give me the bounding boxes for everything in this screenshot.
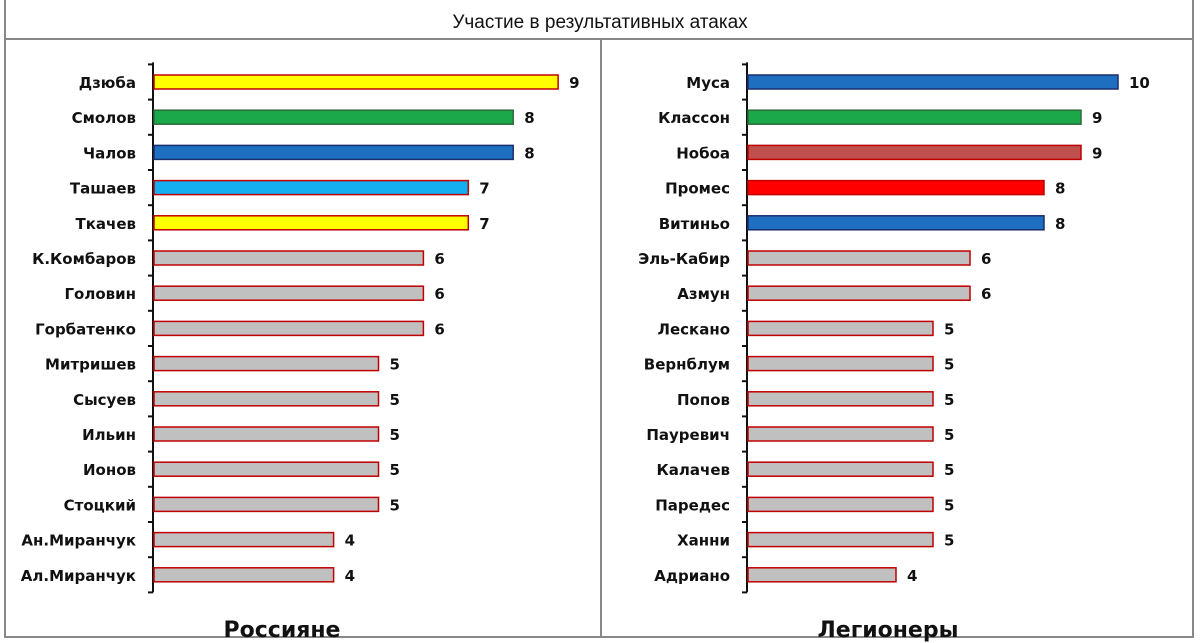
- category-label: Ан.Миранчук: [21, 532, 136, 550]
- bar: [747, 215, 1045, 231]
- bar: [153, 391, 380, 407]
- category-label: Адриано: [654, 567, 730, 585]
- bar: [747, 531, 934, 548]
- data-label: 10: [1129, 74, 1150, 92]
- data-label: 5: [390, 426, 400, 444]
- bar: [153, 144, 514, 161]
- bar: [747, 426, 934, 442]
- category-label: Муса: [686, 74, 730, 92]
- category-label: К.Комбаров: [32, 250, 136, 268]
- category-label: Калачев: [657, 461, 730, 479]
- category-label: Азмун: [677, 285, 730, 303]
- category-label: Ханни: [677, 532, 730, 550]
- bar-charts: Дзюба 9 Смолов 8 Чалов 8 Ташаев 7 Ткачев 7 К.Комба…: [21, 62, 1150, 594]
- bar: [153, 531, 335, 548]
- data-label: 5: [944, 461, 954, 479]
- data-label: 8: [1055, 215, 1065, 233]
- data-label: 5: [944, 391, 954, 409]
- bar: [747, 496, 934, 513]
- category-label: Ал.Миранчук: [21, 567, 136, 585]
- data-label: 9: [1092, 109, 1102, 127]
- data-label: 7: [479, 215, 489, 233]
- bar: [747, 320, 934, 337]
- data-label: 4: [907, 567, 917, 585]
- data-label: 6: [434, 250, 444, 268]
- bar: [747, 179, 1045, 196]
- data-label: 5: [944, 496, 954, 514]
- data-label: 8: [524, 144, 534, 162]
- panel-title-left: Россияне: [223, 618, 341, 643]
- bar: [747, 355, 934, 372]
- category-label: Ионов: [83, 461, 136, 479]
- data-label: 6: [434, 320, 444, 338]
- bar: [747, 285, 971, 301]
- data-label: 8: [1055, 180, 1065, 198]
- bar: [747, 144, 1082, 161]
- category-label: Дзюба: [79, 74, 136, 92]
- bar: [153, 285, 425, 301]
- bar: [153, 426, 380, 442]
- category-label: Стоцкий: [64, 496, 136, 514]
- bar: [747, 567, 897, 583]
- category-label: Попов: [677, 391, 730, 409]
- category-label: Классон: [658, 109, 730, 127]
- data-label: 5: [944, 320, 954, 338]
- bar: [153, 109, 514, 125]
- bar: [153, 215, 470, 231]
- data-label: 5: [390, 496, 400, 514]
- bar: [153, 355, 380, 372]
- bar: [153, 461, 380, 477]
- data-label: 4: [345, 567, 355, 585]
- bar: [747, 109, 1082, 125]
- category-label: Сысуев: [73, 391, 136, 409]
- data-label: 6: [434, 285, 444, 303]
- bar: [153, 320, 425, 337]
- category-label: Ильин: [82, 426, 136, 444]
- bar: [747, 461, 934, 477]
- category-label: Чалов: [83, 144, 136, 162]
- divider-vertical: [600, 38, 602, 638]
- bar: [153, 250, 425, 266]
- category-label: Лескано: [658, 320, 731, 338]
- bar: [747, 250, 971, 266]
- bar: [153, 74, 559, 90]
- data-label: 8: [524, 109, 534, 127]
- data-label: 9: [1092, 144, 1102, 162]
- data-label: 7: [479, 180, 489, 198]
- data-label: 6: [981, 250, 991, 268]
- category-label: Эль-Кабир: [638, 250, 730, 268]
- bar: [153, 179, 470, 196]
- category-label: Ткачев: [76, 215, 137, 233]
- category-label: Горбатенко: [35, 320, 136, 338]
- data-label: 5: [390, 461, 400, 479]
- category-label: Пауревич: [646, 426, 730, 444]
- bar: [747, 391, 934, 407]
- category-label: Вернблум: [644, 356, 730, 374]
- data-label: 5: [944, 426, 954, 444]
- divider-horizontal: [4, 38, 1194, 40]
- category-label: Смолов: [72, 109, 136, 127]
- data-label: 4: [345, 532, 355, 550]
- data-label: 9: [569, 74, 579, 92]
- data-label: 5: [944, 532, 954, 550]
- bar: [747, 74, 1119, 90]
- data-label: 5: [944, 356, 954, 374]
- category-label: Витиньо: [659, 215, 730, 233]
- category-label: Паредес: [655, 496, 730, 514]
- bar: [153, 496, 380, 513]
- data-label: 6: [981, 285, 991, 303]
- chart-subtitle: Участие в результативных атаках: [452, 12, 748, 33]
- data-label: 5: [390, 356, 400, 374]
- category-label: Нобоа: [676, 144, 730, 162]
- category-label: Митришев: [45, 356, 136, 374]
- bar: [153, 567, 335, 583]
- category-label: Ташаев: [70, 180, 136, 198]
- panel-title-right: Легионеры: [817, 618, 959, 643]
- category-label: Промес: [665, 180, 730, 198]
- data-label: 5: [390, 391, 400, 409]
- category-label: Головин: [64, 285, 136, 303]
